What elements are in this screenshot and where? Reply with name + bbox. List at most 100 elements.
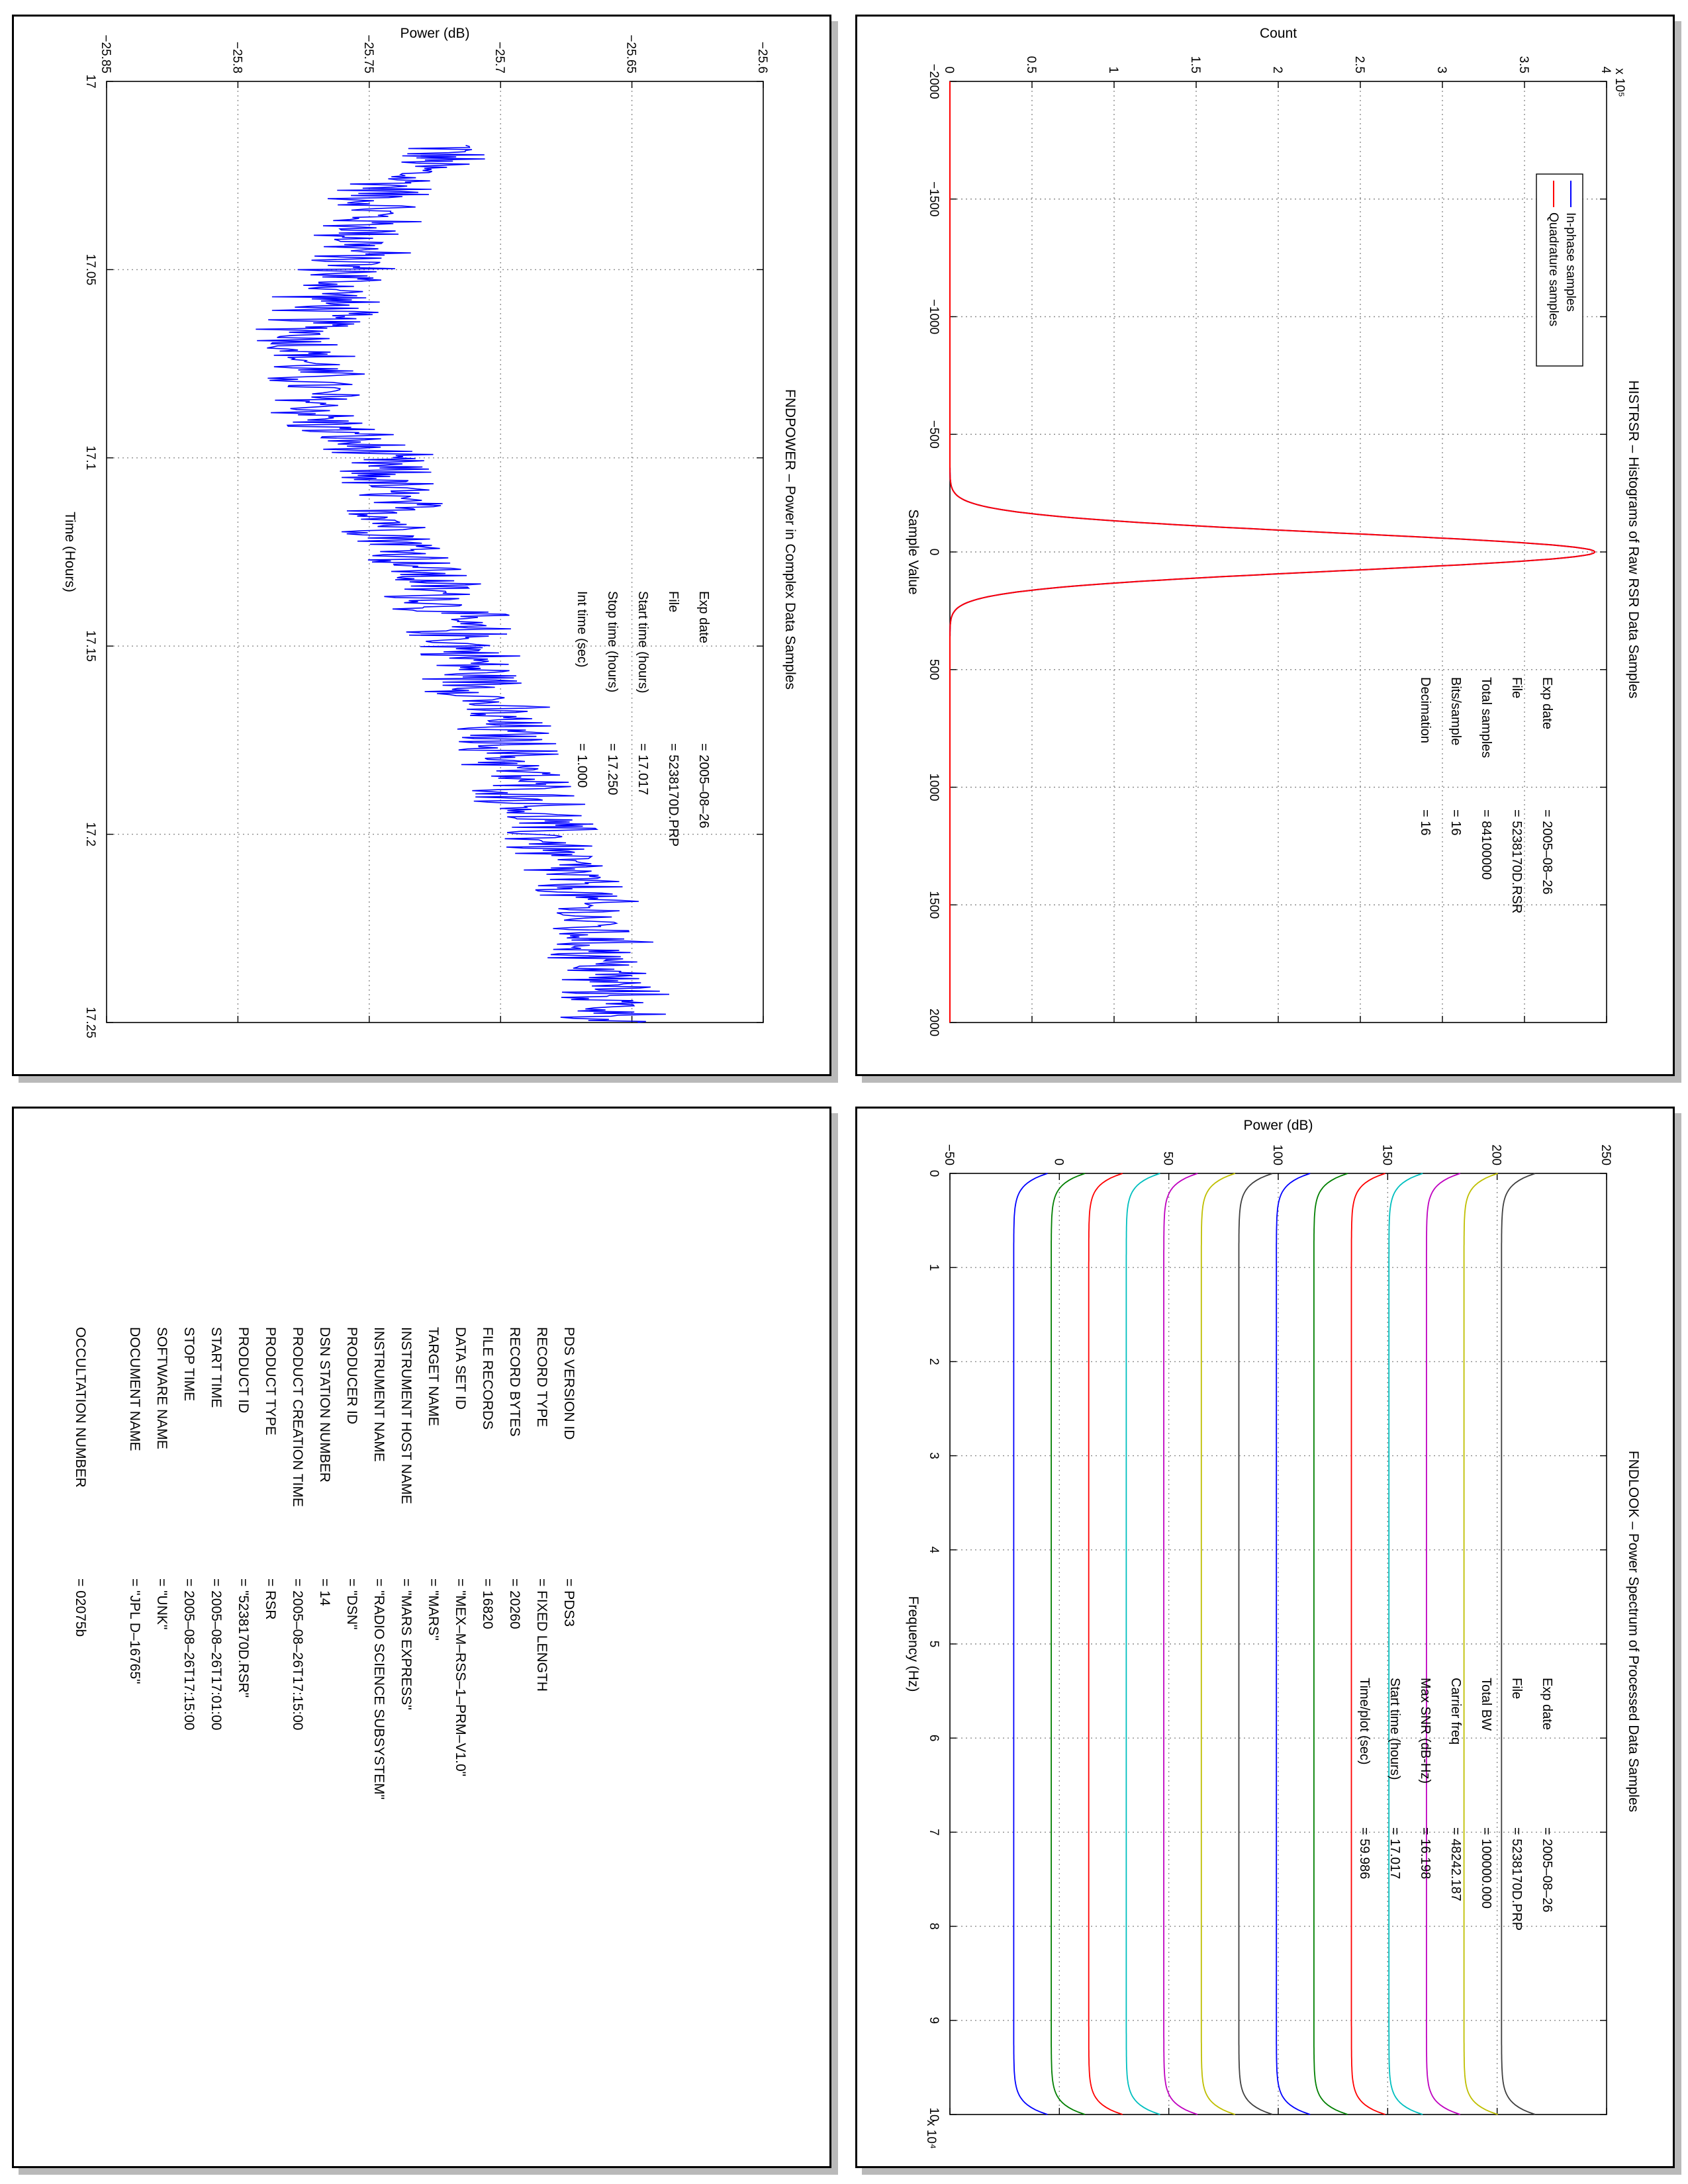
histrsr-xtick-label: 2000 [927,1009,941,1036]
fndlook-series-7 [1276,1173,1311,2115]
fndlook-axes-box [949,1173,1607,2115]
histrsr-ytick-label: 0.5 [1024,56,1038,73]
fndpower-info-value: = 1.000 [575,743,589,788]
fndpower-series-line [256,144,670,1023]
fndlook-xtick-label: 4 [927,1547,941,1554]
histrsr-info-value: = 84100000 [1479,809,1493,880]
fndpower-xtick-label: 17.1 [83,445,97,470]
fndlook-y-axis-label: Power (dB) [1243,1118,1313,1133]
fndpower-ytick-label: −25.65 [624,34,638,73]
histrsr-info-label: Exp date [1540,677,1554,729]
histrsr-ytick-label: 2 [1270,66,1284,73]
fndlook-xtick-label: 9 [927,2017,941,2025]
pds-label-key: INSTRUMENT NAME [371,1327,387,1462]
pds-label-key: SOFTWARE NAME [154,1327,169,1449]
fndlook-ytick-label: 200 [1489,1144,1503,1165]
fndpower-xtick-label: 17.2 [83,822,97,846]
pds-label-value: = FIXED LENGTH [534,1578,549,1692]
pds-label-value: = "MARS" [426,1578,441,1641]
fndpower-info-label: Exp date [696,591,711,643]
fndpower-y-axis-label: Power (dB) [400,26,469,41]
fndpower-canvas: FNDPOWER – Power in Complex Data Samples… [62,26,798,1038]
fndpower-info-label: Int time (sec) [575,591,589,668]
fndlook-info-value: = 16.198 [1418,1827,1432,1879]
pds-label-key: DATA SET ID [453,1327,468,1410]
fndpower-info-value: = 5238170D.PRP [666,743,680,846]
fndlook-info-value: = 59.986 [1357,1827,1372,1879]
pds-label-value: = "DSN" [344,1578,359,1629]
histrsr-info-label: Total samples [1479,677,1493,758]
fndpower-info-value: = 17.017 [635,743,650,795]
fndlook-info-label: File [1509,1678,1524,1699]
pds-label-key: OCCULTATION NUMBER [73,1327,88,1488]
pds-label-value: = "MEX–M–RSS–1–PRM–V1.0" [453,1578,468,1776]
fndpower-info-label: Stop time (hours) [605,591,620,692]
fndpower-ytick-label: −25.75 [361,34,375,73]
fndlook-series-0 [1013,1173,1048,2115]
pds-label-key: PRODUCER ID [344,1327,359,1424]
histrsr-xtick-label: 0 [927,549,941,556]
pds-label-key: PDS VERSION ID [561,1327,577,1439]
histrsr-info-label: Decimation [1418,677,1432,743]
fndlook-series-11 [1426,1173,1461,2115]
fndpower-title: FNDPOWER – Power in Complex Data Samples [782,389,798,690]
fndlook-ytick-label: 250 [1599,1144,1613,1165]
histrsr-axes-box [949,81,1607,1023]
fndlook-info-label: Start time (hours) [1387,1678,1402,1780]
fndpower-axes-box [106,81,764,1023]
fndlook-series-2 [1088,1173,1123,2115]
fndlook-ytick-label: 100 [1270,1144,1284,1165]
pds-label-key: PRODUCT ID [236,1327,251,1413]
histrsr-series-quadrature [949,81,1596,1023]
fndlook-info-block: Exp date = 2005–08–26 File = 5238170D.PRP To… [1357,1678,1554,1931]
pds-label-key: RECORD BYTES [507,1327,522,1437]
fndlook-series-3 [1125,1173,1160,2115]
fndlook-ytick-label: 150 [1380,1144,1393,1165]
fndlook-info-value: = 2005–08–26 [1540,1827,1554,1912]
fndpower-plot-area: 17 17.05 17.1 17.15 17.2 17.25 −25.85 −25.8 −25.… [62,26,769,1038]
fndlook-canvas: FNDLOOK – Power Spectrum of Processed Da… [906,1118,1641,2149]
pds-label-list: PDS VERSION ID = PDS3 RECORD TYPE = FIXED L… [73,1327,577,1799]
pds-label-value: = "UNK" [154,1578,169,1629]
pds-label-value: = 14 [317,1578,332,1606]
histrsr-xtick-label: −500 [927,420,941,449]
fndlook-xtick-label: 10 [927,2107,941,2121]
histrsr-ytick-label: 1 [1106,66,1120,73]
fndlook-xtick-label: 5 [927,1641,941,1648]
fndpower-ytick-label: −25.85 [99,34,113,73]
fndpower-info-label: File [666,591,680,612]
fndlook-info-value: = 17.017 [1387,1827,1402,1879]
histrsr-legend-label: In-phase samples [1564,212,1577,312]
fndlook-ytick-label: 0 [1051,1158,1065,1165]
histrsr-xtick-label: 1000 [927,773,941,801]
pds-label-value: = "5238170D.RSR" [236,1578,251,1698]
fndlook-info-label: Exp date [1540,1678,1554,1730]
histrsr-legend [1536,173,1583,367]
fndpower-panel: FNDPOWER – Power in Complex Data Samples… [12,15,831,1076]
fndlook-info-label: Time/plot (sec) [1357,1678,1372,1765]
histrsr-ytick-label: 3.5 [1517,56,1530,73]
fndlook-ytick-label: 50 [1161,1152,1175,1165]
fndlook-xtick-label: 0 [927,1170,941,1177]
fndlook-series-8 [1313,1173,1348,2115]
fndlook-info-label: Max SNR (dB-Hz) [1418,1678,1432,1784]
histrsr-canvas: HISTRSR – Histograms of Raw RSR Data Sam… [906,26,1641,1036]
pds-label-key: TARGET NAME [426,1327,441,1426]
pds-label-key: DSN STATION NUMBER [317,1327,332,1482]
histrsr-xtick-label: 1500 [927,891,941,919]
fndpower-info-value: = 17.250 [605,743,620,795]
histrsr-info-block: Exp date = 2005–08–26 File = 5238170D.RSR To… [1418,677,1554,913]
fndlook-info-value: = 48242.187 [1448,1827,1463,1901]
pds-label-value: = 2005–08–26T17:15:00 [290,1578,305,1730]
histrsr-x-axis-label: Sample Value [906,509,921,594]
pds-label-value: = PDS3 [561,1578,577,1627]
histrsr-info-value: = 16 [1418,809,1432,835]
pds-label-value: = RSR [263,1578,278,1619]
fndpower-xtick-label: 17.25 [83,1007,97,1038]
fndlook-xtick-label: 1 [927,1264,941,1271]
histrsr-info-value: = 16 [1448,809,1463,835]
fndpower-info-label: Start time (hours) [635,591,650,693]
pds-label-key: STOP TIME [181,1327,197,1401]
pds-label-value: = 20260 [507,1578,522,1629]
histrsr-xtick-label: −1000 [927,299,941,334]
